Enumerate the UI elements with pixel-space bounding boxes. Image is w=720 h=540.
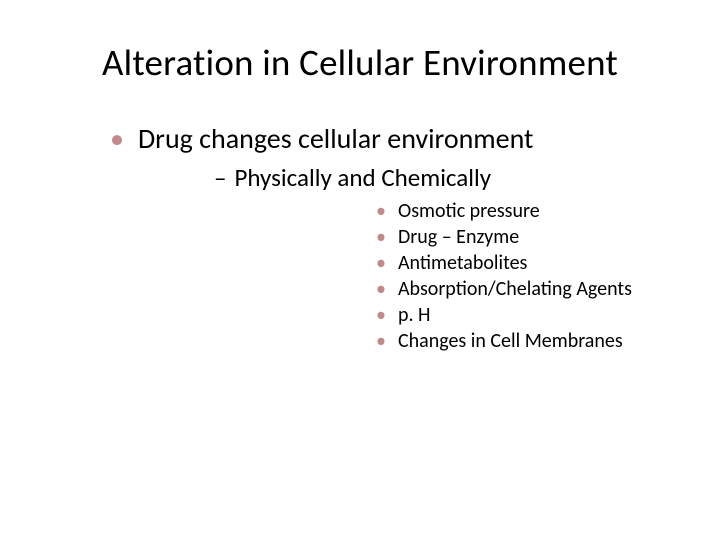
- bullet-icon: •: [376, 201, 386, 221]
- bullet-icon: •: [376, 331, 386, 351]
- bullet-icon: •: [376, 227, 386, 247]
- level2-item: – Physically and Chemically • Osmotic pr…: [214, 162, 670, 353]
- list-item: • Antimetabolites: [376, 251, 670, 275]
- slide-title: Alteration in Cellular Environment: [50, 40, 670, 85]
- level1-row: • Drug changes cellular environment: [110, 121, 670, 156]
- list-item: • Changes in Cell Membranes: [376, 329, 670, 353]
- list-item: • Absorption/Chelating Agents: [376, 277, 670, 301]
- list-item: • Osmotic pressure: [376, 199, 670, 223]
- list-item: • Drug – Enzyme: [376, 225, 670, 249]
- bullet-icon: •: [376, 305, 386, 325]
- bullet-icon: •: [110, 125, 124, 153]
- level3-text: Drug – Enzyme: [398, 225, 519, 249]
- level3-list: • Osmotic pressure • Drug – Enzyme • Ant…: [376, 199, 670, 353]
- bullet-icon: •: [376, 279, 386, 299]
- level2-row: – Physically and Chemically: [214, 162, 670, 193]
- dash-icon: –: [214, 162, 226, 193]
- bullet-icon: •: [376, 253, 386, 273]
- level2-text: Physically and Chemically: [234, 162, 491, 193]
- level3-text: Absorption/Chelating Agents: [398, 277, 632, 301]
- level1-item: • Drug changes cellular environment – Ph…: [110, 121, 670, 353]
- level1-text: Drug changes cellular environment: [138, 121, 533, 156]
- level3-text: p. H: [398, 303, 431, 327]
- list-item: • p. H: [376, 303, 670, 327]
- slide-container: Alteration in Cellular Environment • Dru…: [0, 0, 720, 540]
- level3-text: Changes in Cell Membranes: [398, 329, 623, 353]
- level3-text: Antimetabolites: [398, 251, 527, 275]
- level3-text: Osmotic pressure: [398, 199, 540, 223]
